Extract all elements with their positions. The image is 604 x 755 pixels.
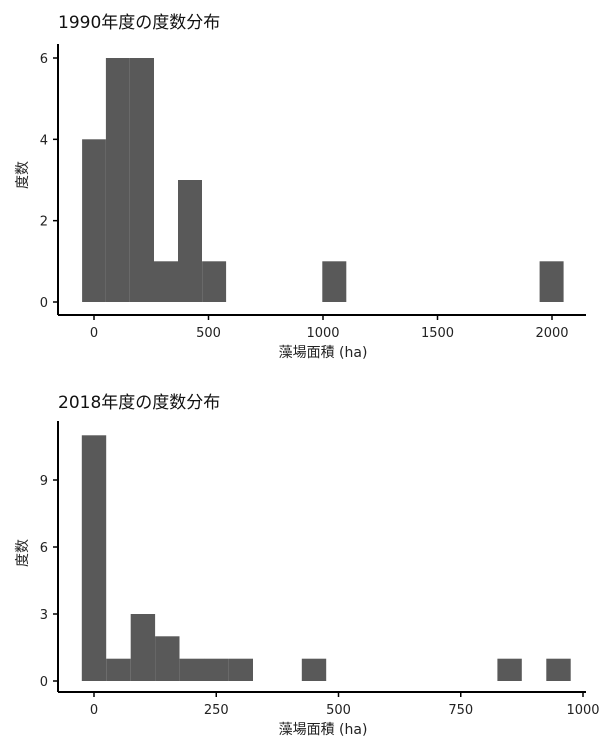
histogram-bar [178,180,202,302]
x-axis-label: 藻場面積 (ha) [279,722,368,738]
histogram-bar [546,658,571,681]
chart-title-2: 2018年度の度数分布 [58,393,220,413]
x-tick-label: 500 [326,703,351,718]
histogram-bar [228,658,253,681]
x-tick-label: 2000 [535,326,568,341]
x-tick-label: 0 [90,703,98,718]
x-tick-label: 1000 [566,703,599,718]
histogram-bar [301,658,327,681]
histogram-bar [322,261,347,302]
y-tick-label: 6 [40,52,48,67]
y-tick-label: 4 [40,133,48,148]
histogram-bar [179,658,205,681]
histogram-bar [81,435,107,681]
x-tick-label: 500 [196,326,221,341]
histogram-bar [204,658,229,681]
x-tick-label: 750 [448,703,473,718]
y-tick-label: 0 [40,675,48,690]
y-axis-label: 度数 [15,161,31,189]
histogram-bar [130,614,156,681]
y-tick-label: 3 [40,608,48,623]
y-tick-label: 2 [40,215,48,230]
x-tick-label: 0 [90,326,98,341]
y-axis-label: 度数 [15,539,31,567]
x-tick-label: 250 [204,703,229,718]
histogram-bar [105,58,130,302]
y-tick-label: 0 [40,296,48,311]
x-tick-label: 1000 [306,326,339,341]
histogram-bar [202,261,227,302]
y-tick-label: 6 [40,541,48,556]
x-tick-label: 1500 [421,326,454,341]
histogram-bar [539,261,564,302]
histogram-bar [106,658,131,681]
y-tick-label: 9 [40,474,48,489]
x-axis-label: 藻場面積 (ha) [279,345,368,361]
histogram-bar [154,261,178,302]
histogram-bar [497,658,522,681]
histogram-bar [130,58,154,302]
histogram-bar [82,139,106,302]
chart-title-1: 1990年度の度数分布 [58,13,220,33]
histogram-bar [155,636,180,681]
